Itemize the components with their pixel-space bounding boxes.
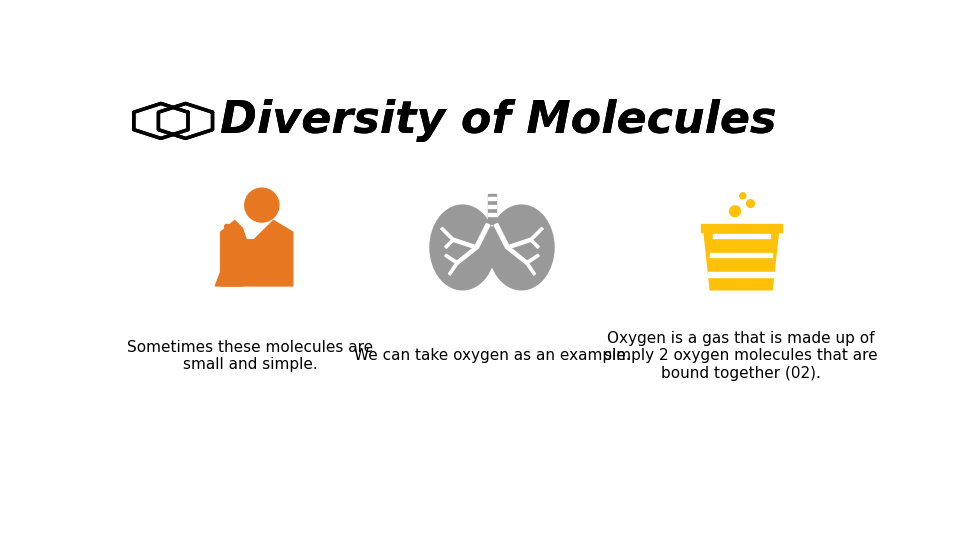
Polygon shape (704, 232, 779, 290)
Ellipse shape (223, 234, 228, 240)
Polygon shape (475, 224, 490, 248)
Polygon shape (708, 272, 775, 276)
Ellipse shape (430, 205, 495, 290)
Polygon shape (530, 239, 540, 248)
Polygon shape (530, 227, 543, 240)
Polygon shape (701, 224, 781, 232)
Polygon shape (488, 205, 496, 208)
Polygon shape (710, 253, 772, 258)
Text: We can take oxygen as an example.: We can take oxygen as an example. (353, 348, 631, 363)
Polygon shape (221, 220, 293, 286)
Polygon shape (456, 246, 477, 264)
Polygon shape (526, 254, 540, 264)
Polygon shape (494, 224, 509, 248)
Polygon shape (526, 262, 536, 275)
Polygon shape (215, 247, 243, 286)
Polygon shape (488, 198, 496, 200)
Text: Sometimes these molecules are
small and simple.: Sometimes these molecules are small and … (127, 340, 373, 372)
Polygon shape (488, 213, 496, 216)
Ellipse shape (245, 188, 278, 222)
Polygon shape (453, 238, 477, 249)
Text: Diversity of Molecules: Diversity of Molecules (221, 99, 777, 143)
Ellipse shape (489, 205, 554, 290)
Polygon shape (507, 238, 531, 249)
Polygon shape (712, 234, 770, 238)
Polygon shape (507, 246, 528, 264)
Polygon shape (444, 254, 458, 264)
Polygon shape (441, 227, 454, 240)
Polygon shape (448, 262, 458, 275)
Ellipse shape (228, 227, 233, 232)
Polygon shape (444, 239, 454, 248)
Polygon shape (488, 193, 496, 224)
Ellipse shape (747, 200, 755, 207)
Ellipse shape (730, 206, 740, 217)
Ellipse shape (225, 224, 229, 229)
Text: Oxygen is a gas that is made up of
simply 2 oxygen molecules that are
bound toge: Oxygen is a gas that is made up of simpl… (605, 331, 878, 381)
Text: Diversity of Molecules: Diversity of Molecules (221, 99, 777, 143)
Ellipse shape (740, 193, 746, 199)
